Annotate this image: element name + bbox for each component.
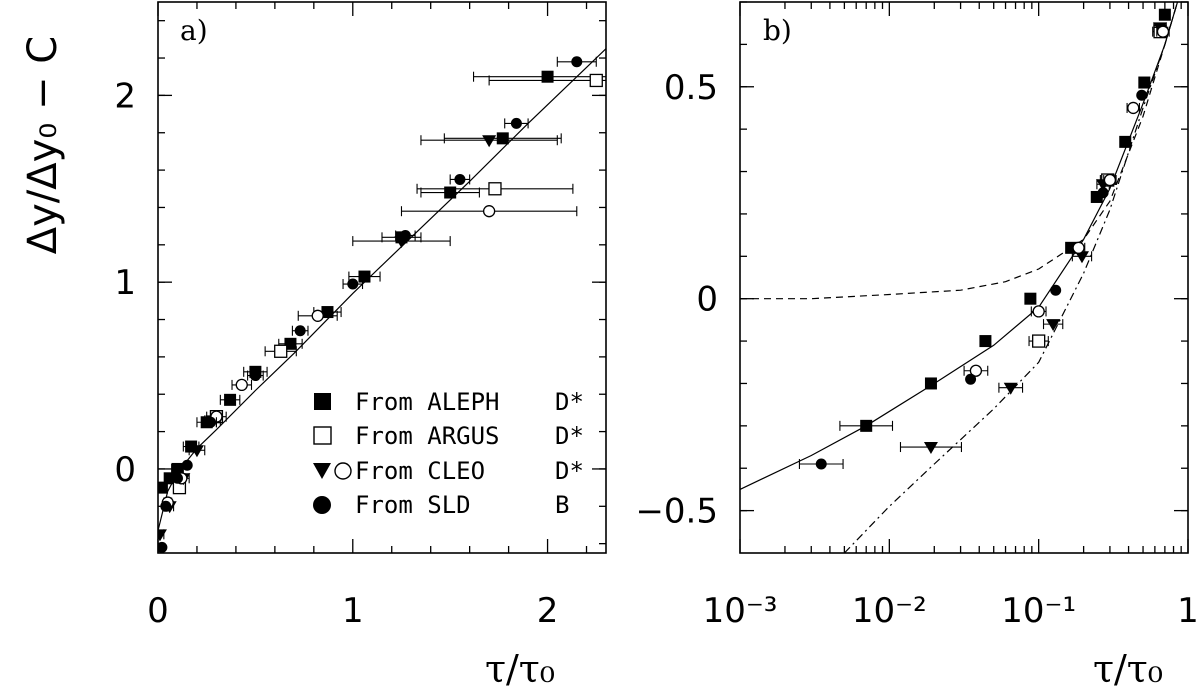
legend-sld-marker: [313, 496, 331, 514]
data-point-filled-square: [163, 472, 176, 485]
panel-b-solid-curve: [740, 2, 1179, 490]
data-point-filled-circle: [158, 541, 168, 553]
panel-a-x-axis-title: τ/τ₀: [485, 647, 555, 691]
legend-cleo-label: From CLEO: [355, 457, 485, 485]
data-point-open-circle: [235, 378, 248, 392]
data-point-filled-square: [541, 70, 554, 83]
legend-argus-particle: D*: [555, 422, 584, 450]
panel-a-points: [158, 56, 606, 553]
data-point-filled-square: [358, 270, 371, 283]
panel-a-x-tick-label: 2: [537, 591, 559, 631]
data-point-filled-circle: [510, 117, 522, 129]
panel-b-x-tick-label: 1: [1177, 591, 1199, 631]
panel-a-x-tick-label: 1: [342, 591, 364, 631]
data-point-filled-circle: [347, 278, 359, 290]
data-point-filled-square: [1138, 76, 1151, 89]
panel-b-label: b): [763, 14, 792, 47]
panel-b-curves: [740, 2, 1179, 553]
data-point-filled-square: [224, 393, 237, 406]
data-point-filled-square: [321, 306, 334, 319]
panel-b-ticks: 10⁻³ 10⁻² 10⁻¹ 1 −0.5 0 0.5: [635, 1, 1199, 631]
panel-b-dashed-curve: [740, 2, 1179, 300]
data-point-filled-circle: [1097, 187, 1109, 199]
panel-a-y-tick-label: 0: [114, 450, 136, 490]
data-point-open-square: [488, 182, 502, 196]
data-point-filled-circle: [399, 229, 411, 241]
panel-b-x-tick-label: 10⁻³: [703, 591, 778, 631]
data-point-down-triangle: [158, 529, 167, 542]
panel-a-x-tick-label: 0: [147, 591, 169, 631]
panel-b-frame: [739, 1, 1189, 554]
data-point-open-square: [589, 73, 603, 88]
panel-b-points: [798, 8, 1171, 470]
data-point-down-triangle: [1074, 251, 1089, 264]
panel-b-x-tick-label: 10⁻¹: [1001, 591, 1076, 631]
data-point-filled-circle: [1136, 89, 1148, 101]
data-point-filled-circle: [815, 458, 827, 470]
data-point-down-triangle: [1003, 382, 1018, 395]
panel-a-ticks: 0 1 2 0 1 2: [114, 2, 606, 631]
data-point-filled-circle: [294, 325, 306, 337]
data-point-filled-square: [979, 335, 992, 348]
panel-b-x-axis-title: τ/τ₀: [1093, 647, 1163, 691]
data-point-filled-square: [158, 481, 168, 494]
data-point-filled-square: [924, 377, 937, 390]
data-point-filled-square: [171, 462, 184, 475]
data-point-filled-circle: [965, 373, 977, 385]
data-point-open-circle: [1072, 241, 1085, 254]
legend-cleo-particle: D*: [555, 457, 584, 485]
panel-a-y-tick-label: 1: [114, 263, 136, 303]
data-point-open-circle: [482, 205, 496, 218]
data-point-open-circle: [1032, 305, 1045, 318]
data-point-down-triangle: [482, 135, 497, 148]
data-point-open-circle: [969, 364, 983, 377]
data-point-filled-square: [1158, 8, 1171, 21]
panel-b-y-tick-label: −0.5: [635, 492, 718, 532]
panel-a-label: a): [180, 14, 208, 47]
panel-a-frame: [157, 1, 607, 554]
y-axis-title: Δy/Δy₀ − C: [20, 36, 66, 254]
data-point-open-circle: [311, 309, 324, 322]
legend-aleph-particle: D*: [555, 388, 584, 416]
data-point-filled-square: [444, 186, 457, 199]
panel-b: b) 10⁻³ 10⁻² 10⁻¹ 1 −0.5 0 0.5 τ/τ₀: [635, 1, 1199, 691]
data-point-filled-circle: [160, 500, 172, 512]
data-point-filled-circle: [181, 459, 193, 471]
data-point-down-triangle: [189, 445, 204, 458]
legend: From ALEPH D* From ARGUS D* From CLEO D*…: [313, 388, 584, 519]
panel-a: a) 0 1 2 0 1 2 τ/τ₀ From ALEPH D* From ARGUS …: [114, 1, 607, 691]
legend-sld-label: From SLD: [355, 491, 471, 519]
legend-cleo-circle-marker: [334, 462, 352, 480]
legend-argus-label: From ARGUS: [355, 422, 500, 450]
data-point-filled-square: [496, 132, 509, 145]
data-point-open-square: [274, 344, 288, 358]
data-point-open-circle: [1156, 25, 1170, 38]
panel-a-y-tick-label: 2: [114, 76, 136, 116]
data-point-filled-square: [860, 419, 873, 432]
legend-argus-marker: [313, 426, 332, 445]
data-point-filled-circle: [249, 370, 261, 382]
panel-b-y-tick-label: 0: [696, 280, 718, 320]
panel-b-dash-dot-curve: [843, 2, 1179, 553]
data-point-filled-square: [284, 337, 297, 350]
panel-b-y-tick-label: 0.5: [664, 68, 718, 108]
data-point-open-square: [1032, 334, 1046, 348]
data-point-filled-circle: [171, 472, 183, 484]
data-point-filled-square: [1024, 292, 1037, 305]
data-point-filled-square: [1119, 135, 1132, 148]
legend-sld-particle: B: [555, 491, 569, 519]
legend-aleph-marker: [314, 393, 331, 410]
data-point-down-triangle: [1046, 319, 1061, 332]
legend-cleo-triangle-marker: [313, 463, 331, 479]
legend-aleph-label: From ALEPH: [355, 388, 500, 416]
data-point-filled-circle: [205, 416, 217, 428]
data-point-open-circle: [1127, 101, 1140, 115]
data-point-open-circle: [1103, 173, 1117, 187]
data-point-filled-circle: [1050, 284, 1062, 296]
data-point-down-triangle: [923, 442, 938, 455]
panel-b-x-tick-label: 10⁻²: [852, 591, 927, 631]
data-point-filled-circle: [454, 173, 466, 185]
data-point-filled-circle: [571, 56, 583, 68]
